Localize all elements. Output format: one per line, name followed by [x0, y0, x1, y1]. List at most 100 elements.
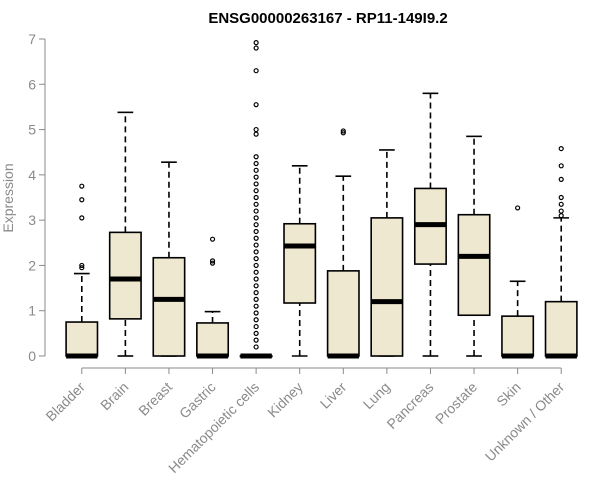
box-bladder	[65, 183, 99, 359]
x-tick-label: Unknown / Other	[482, 379, 568, 465]
x-tick-label: Liver	[317, 379, 350, 412]
box-unknown-other	[544, 145, 578, 359]
x-tick-label: Bladder	[42, 379, 88, 425]
outlier-point	[209, 260, 216, 266]
outlier-point	[253, 290, 259, 296]
box-rect	[196, 322, 230, 357]
outlier-point	[253, 344, 259, 350]
outlier-point	[558, 176, 564, 182]
outlier-point	[253, 174, 259, 180]
outlier-point	[79, 262, 85, 269]
outlier-point	[253, 188, 259, 194]
outlier-point	[253, 194, 259, 201]
outlier-point	[558, 208, 564, 214]
x-tick-label: Prostate	[432, 379, 480, 427]
box-kidney	[283, 165, 317, 357]
outlier-point	[79, 197, 85, 203]
box-rect	[283, 222, 317, 304]
outlier-point	[253, 276, 259, 282]
outlier-point	[558, 145, 564, 152]
y-tick-label: 0	[28, 348, 36, 364]
outlier-point	[558, 201, 564, 207]
outlier-point	[253, 126, 259, 133]
box-brain	[108, 111, 142, 357]
outlier-point	[253, 242, 259, 248]
box-prostate	[457, 135, 491, 357]
outlier-point	[253, 310, 259, 316]
outlier-point	[340, 128, 346, 134]
outlier-point	[253, 283, 259, 289]
outlier-point	[253, 323, 259, 330]
outlier-point	[253, 222, 259, 228]
outlier-point	[253, 228, 259, 235]
chart-title: ENSG00000263167 - RP11-149I9.2	[208, 10, 447, 27]
outlier-point	[253, 208, 259, 214]
outlier-point	[558, 213, 564, 219]
box-rect	[108, 231, 142, 320]
outlier-point	[253, 256, 259, 262]
box-rect	[370, 217, 404, 357]
outlier-point	[253, 167, 259, 173]
box-rect	[457, 213, 491, 317]
box-skin	[501, 205, 535, 359]
box-pancreas	[413, 92, 447, 357]
box-rect	[544, 300, 578, 357]
outlier-point	[253, 215, 259, 221]
outlier-point	[79, 215, 85, 221]
x-tick-label: Skin	[493, 379, 524, 410]
box-breast	[152, 161, 186, 357]
x-tick-label: Brain	[97, 379, 131, 413]
outlier-point	[253, 330, 259, 336]
boxes-group	[65, 40, 578, 359]
x-tick-label: Pancreas	[383, 379, 436, 432]
y-tick-label: 2	[28, 257, 36, 273]
outlier-point	[253, 131, 259, 137]
box-hematopoietic-cells	[239, 40, 273, 359]
box-rect	[152, 256, 186, 357]
outlier-point	[209, 258, 216, 264]
outlier-point	[558, 163, 564, 169]
outlier-point	[253, 303, 259, 309]
y-tick-label: 6	[28, 76, 36, 92]
outlier-point	[79, 183, 85, 189]
outlier-point	[79, 265, 85, 271]
outlier-point	[558, 194, 564, 201]
outlier-point	[253, 235, 259, 241]
box-liver	[326, 128, 360, 359]
outlier-point	[253, 181, 259, 187]
y-tick-label: 4	[28, 167, 36, 183]
y-tick-label: 5	[28, 122, 36, 138]
x-tick-label: Breast	[135, 379, 175, 419]
outlier-point	[253, 296, 259, 302]
box-rect	[501, 315, 535, 357]
outlier-point	[253, 201, 259, 207]
box-lung	[370, 149, 404, 357]
outlier-point	[253, 249, 259, 255]
y-axis: 0 1 2 3 4 5 6 7	[28, 31, 46, 364]
outlier-point	[253, 154, 259, 160]
box-rect	[326, 270, 360, 357]
outlier-point	[253, 160, 259, 167]
outlier-point	[340, 130, 346, 136]
box-rect	[65, 321, 99, 357]
box-gastric	[196, 236, 230, 359]
outlier-point	[253, 262, 259, 269]
x-tick-label: Lung	[360, 379, 393, 412]
y-tick-label: 7	[28, 31, 36, 47]
outlier-point	[515, 205, 521, 211]
y-tick-label: 1	[28, 303, 36, 319]
outlier-point	[253, 102, 259, 108]
y-axis-label: Expression	[0, 163, 16, 232]
outlier-point	[253, 337, 259, 343]
outlier-point	[253, 269, 259, 275]
outlier-point	[209, 236, 216, 242]
y-tick-label: 3	[28, 212, 36, 228]
x-tick-label: Kidney	[264, 379, 306, 421]
outlier-point	[253, 40, 259, 46]
outlier-point	[253, 45, 259, 51]
outlier-point	[253, 317, 259, 323]
outlier-point	[253, 68, 259, 74]
x-tick-label: Gastric	[176, 379, 219, 422]
